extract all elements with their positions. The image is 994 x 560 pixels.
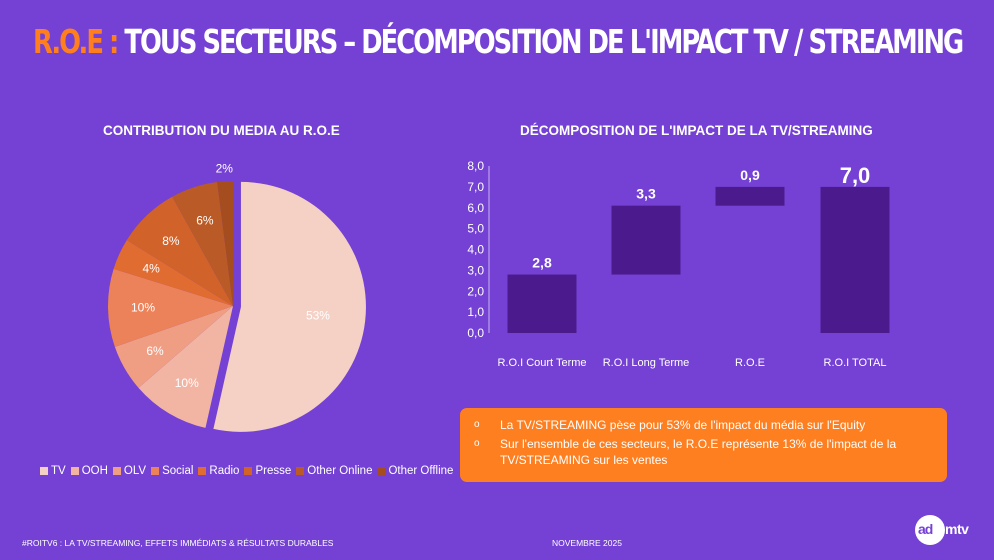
title-main: TOUS SECTEURS – DÉCOMPOSITION DE L'IMPAC… (117, 22, 964, 61)
bar-r-o-e (715, 186, 785, 206)
pie-label-radio: 4% (142, 262, 160, 276)
title-accent: R.O.E : (33, 22, 119, 61)
pie-slice-tv (213, 181, 366, 432)
finding-item: o Sur l'ensemble de ces secteurs, le R.O… (474, 436, 933, 468)
pie-slice-olv (114, 306, 233, 388)
y-tick-label: 3,0 (467, 263, 484, 277)
legend-label: Other Offline (388, 465, 454, 477)
y-tick-label: 0,0 (467, 326, 484, 340)
pie-legend: TV OOH OLV Social Radio Presse Other Online Oth… (40, 465, 453, 477)
legend-swatch (112, 467, 121, 475)
legend-label: OOH (81, 465, 108, 477)
pie-slice-other-offline (217, 181, 233, 306)
bar-value-label: 0,9 (740, 167, 760, 183)
finding-item: o La TV/STREAMING pèse pour 53% de l'imp… (474, 417, 933, 433)
legend-label: Presse (255, 465, 292, 477)
legend-swatch (377, 467, 386, 475)
legend-item-radio: Radio (198, 465, 239, 477)
legend-swatch (40, 467, 48, 475)
page-title: R.O.E : TOUS SECTEURS – DÉCOMPOSITION DE… (33, 22, 964, 61)
footer-date: NOVEMBRE 2025 (552, 538, 622, 548)
bullet-icon: o (474, 438, 480, 449)
pie-label-presse: 8% (162, 234, 180, 248)
pie-chart-title: CONTRIBUTION DU MEDIA AU R.O.E (103, 123, 340, 138)
legend-swatch (70, 467, 79, 475)
x-tick-label: R.O.E (735, 357, 765, 369)
admtv-logo: ad mtv (915, 515, 971, 545)
footer-caption: #ROITV6 : LA TV/STREAMING, EFFETS IMMÉDI… (22, 538, 334, 548)
y-tick-label: 2,0 (467, 284, 484, 298)
bar-value-label: 3,3 (636, 186, 656, 202)
pie-label-ooh: 10% (175, 376, 199, 390)
bar-value-label: 7,0 (840, 163, 871, 188)
legend-swatch (244, 467, 253, 475)
legend-label: Radio (209, 465, 240, 477)
logo-mtv-text: mtv (945, 521, 969, 537)
pie-slice-radio (113, 240, 233, 306)
x-tick-label: R.O.I TOTAL (824, 357, 887, 369)
key-findings-box: o La TV/STREAMING pèse pour 53% de l'imp… (460, 408, 947, 482)
bar-chart-title: DÉCOMPOSITION DE L'IMPACT DE LA TV/STREA… (520, 123, 873, 138)
y-tick-label: 7,0 (467, 180, 484, 194)
pie-label-other-offline: 2% (216, 161, 234, 175)
legend-item-presse: Presse (244, 465, 291, 477)
pie-slice-social (108, 268, 233, 347)
y-tick-label: 1,0 (467, 305, 484, 319)
bar-r-o-i-court-terme (507, 274, 577, 333)
legend-label: Social (162, 465, 194, 477)
y-tick-label: 8,0 (467, 159, 484, 173)
pie-label-tv: 53% (306, 308, 330, 322)
finding-text: Sur l'ensemble de ces secteurs, le R.O.E… (500, 437, 897, 467)
logo-ad-text: ad (918, 521, 933, 537)
pie-slice-other-online (172, 182, 233, 306)
pie-slice-ooh (138, 306, 233, 428)
y-tick-label: 4,0 (467, 243, 484, 257)
legend-item-social: Social (151, 465, 193, 477)
legend-label: TV (51, 465, 66, 477)
legend-item-tv: TV (40, 465, 66, 477)
legend-label: OLV (123, 465, 147, 477)
finding-text: La TV/STREAMING pèse pour 53% de l'impac… (500, 418, 866, 432)
y-tick-label: 5,0 (467, 222, 484, 236)
legend-item-olv: OLV (112, 465, 147, 477)
waterfall-chart: 0,0 1,0 2,0 3,0 4,0 5,0 6,0 7,0 8,0 2,8 R.O.I Cour… (467, 159, 890, 369)
legend-item-ooh: OOH (70, 465, 108, 477)
x-tick-label: R.O.I Long Terme (603, 357, 690, 369)
legend-swatch (198, 467, 207, 475)
pie-slice-presse (126, 196, 233, 306)
bullet-icon: o (474, 419, 480, 430)
x-tick-label: R.O.I Court Terme (497, 357, 586, 369)
legend-label: Other Online (307, 465, 373, 477)
pie-chart: 53% 10% 6% 10% 4%8% 6% 2% (108, 161, 366, 432)
pie-label-other-online: 6% (196, 213, 214, 227)
pie-label-social: 10% (131, 300, 155, 314)
bar-r-o-i-long-terme (611, 205, 681, 275)
pie-label-olv: 6% (146, 344, 164, 358)
bar-r-o-i-total (820, 186, 890, 333)
y-tick-label: 6,0 (467, 201, 484, 215)
legend-item-other-offline: Other Offline (377, 465, 453, 477)
logo-circle (915, 515, 945, 545)
legend-swatch (296, 467, 305, 475)
bar-value-label: 2,8 (532, 255, 552, 271)
legend-swatch (151, 467, 160, 475)
legend-item-other-online: Other Online (296, 465, 372, 477)
